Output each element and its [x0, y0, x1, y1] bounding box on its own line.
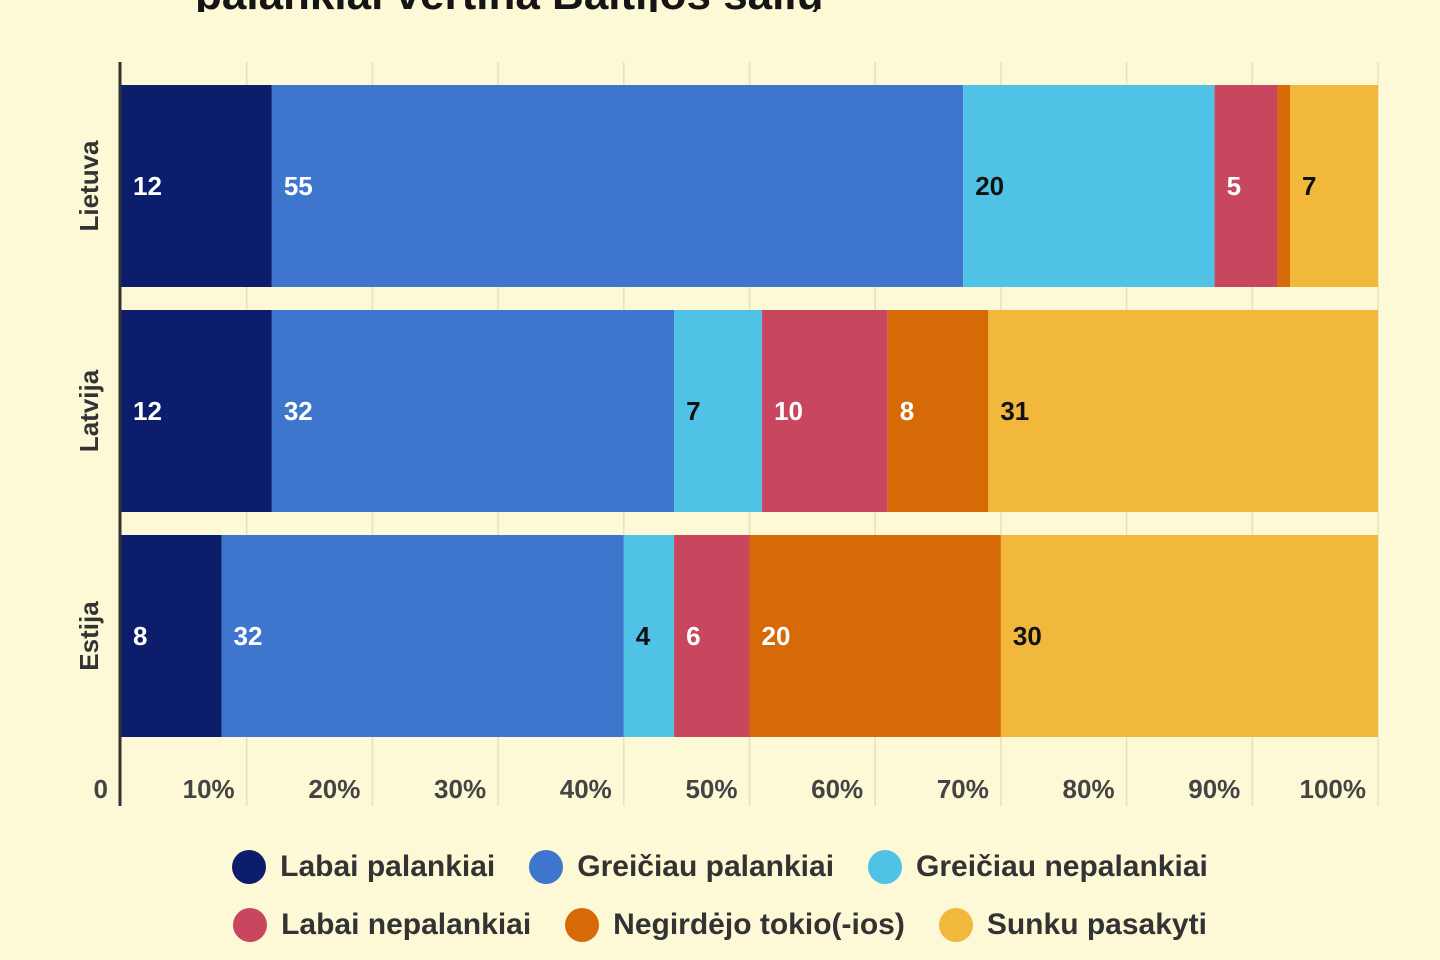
- bar-segment: [963, 85, 1215, 287]
- legend-label: Negirdėjo tokio(-ios): [613, 908, 905, 941]
- legend-item: Greičiau palankiai: [529, 850, 834, 884]
- data-label: 12: [133, 171, 162, 201]
- x-tick-label: 30%: [434, 774, 486, 804]
- chart-title: palankiai vertina Baltijos šalių: [195, 0, 1245, 12]
- data-label: 31: [1000, 396, 1029, 426]
- stacked-bar-chart: 125520517Lietuva1232710831Latvija8324620…: [74, 62, 1379, 806]
- bar-segment: [1277, 85, 1291, 287]
- bar-segment: [271, 310, 675, 512]
- bar-segment: [121, 535, 222, 737]
- data-label: 20: [762, 621, 791, 651]
- bar-segment: [1290, 85, 1378, 287]
- category-label: Latvija: [74, 369, 104, 452]
- bar-segment: [674, 310, 763, 512]
- data-label: 5: [1227, 171, 1241, 201]
- legend-label: Labai nepalankiai: [281, 908, 532, 941]
- data-label: 32: [234, 621, 263, 651]
- legend-label: Sunku pasakyti: [986, 908, 1207, 941]
- legend: Labai palankiai Greičiau palankiai Greičia…: [0, 838, 1440, 954]
- data-label: 8: [900, 396, 914, 426]
- data-label: 7: [686, 396, 700, 426]
- legend-item: Labai nepalankiai: [233, 908, 531, 942]
- bar-segment: [887, 310, 989, 512]
- x-tick-label: 60%: [811, 774, 863, 804]
- x-tick-label: 80%: [1063, 774, 1115, 804]
- data-label: 30: [1013, 621, 1042, 651]
- data-label: 6: [686, 621, 700, 651]
- bar-segment: [762, 310, 888, 512]
- data-label: 4: [636, 621, 651, 651]
- bar-segment: [1000, 535, 1378, 737]
- bar-segment: [121, 310, 272, 512]
- legend-label: Greičiau palankiai: [577, 850, 835, 883]
- bar-segment: [271, 85, 964, 287]
- data-label: 55: [284, 171, 313, 201]
- x-tick-label: 100%: [1300, 774, 1367, 804]
- legend-swatch-icon: [529, 850, 564, 884]
- x-tick-label: 10%: [183, 774, 235, 804]
- bar-segment: [221, 535, 624, 737]
- data-label: 7: [1302, 171, 1316, 201]
- legend-swatch-icon: [868, 850, 903, 884]
- bar-segment: [749, 535, 1001, 737]
- legend-item: Sunku pasakyti: [938, 908, 1207, 942]
- bar-segment: [1214, 85, 1278, 287]
- category-label: Estija: [74, 601, 104, 671]
- x-tick-label: 0: [94, 774, 108, 804]
- x-tick-label: 70%: [937, 774, 989, 804]
- bar-segment: [623, 535, 675, 737]
- data-label: 8: [133, 621, 147, 651]
- x-tick-label: 40%: [560, 774, 612, 804]
- data-label: 12: [133, 396, 162, 426]
- data-label: 32: [284, 396, 313, 426]
- x-tick-label: 90%: [1188, 774, 1240, 804]
- x-tick-label: 20%: [308, 774, 360, 804]
- legend-label: Greičiau nepalankiai: [916, 850, 1208, 883]
- legend-swatch-icon: [233, 908, 268, 942]
- legend-swatch-icon: [938, 908, 973, 942]
- bar-segment: [121, 85, 272, 287]
- data-label: 10: [774, 396, 803, 426]
- legend-row-1: Labai palankiai Greičiau palankiai Greičia…: [0, 838, 1440, 896]
- category-label: Lietuva: [74, 140, 104, 232]
- bar-segment: [988, 310, 1378, 512]
- bar-segment: [674, 535, 750, 737]
- legend-row-2: Labai nepalankiai Negirdėjo tokio(-ios) Su…: [0, 896, 1440, 954]
- x-tick-label: 50%: [685, 774, 737, 804]
- legend-label: Labai palankiai: [280, 850, 496, 883]
- legend-item: Negirdėjo tokio(-ios): [565, 908, 905, 942]
- legend-swatch-icon: [565, 908, 600, 942]
- legend-swatch-icon: [232, 850, 267, 884]
- legend-item: Labai palankiai: [232, 850, 495, 884]
- legend-item: Greičiau nepalankiai: [868, 850, 1208, 884]
- data-label: 20: [975, 171, 1004, 201]
